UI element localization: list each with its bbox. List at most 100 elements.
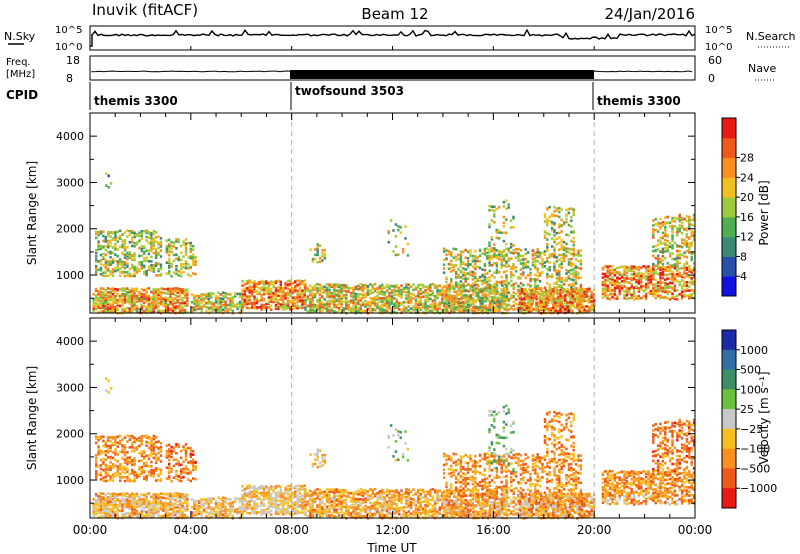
power-cell [246, 295, 249, 298]
power-cell [453, 310, 456, 314]
power-cell [309, 304, 312, 308]
power-cell [550, 301, 554, 305]
power-cell [328, 290, 331, 294]
power-cell [126, 229, 129, 232]
power-cell [323, 298, 326, 301]
power-cell [126, 294, 129, 297]
power-cell [145, 272, 148, 275]
power-cell [523, 290, 526, 293]
velocity-cell [147, 508, 151, 511]
power-cell [683, 263, 686, 266]
power-cell [321, 291, 324, 294]
power-cell [558, 223, 561, 226]
power-cell [126, 271, 129, 274]
power-cell [488, 225, 491, 229]
power-cell [469, 299, 473, 302]
power-cell [474, 272, 477, 275]
power-cell [528, 292, 531, 296]
velocity-cell [265, 507, 268, 511]
power-cell [296, 292, 299, 295]
power-cell [155, 264, 158, 268]
velocity-cell [178, 495, 182, 498]
power-cell [659, 278, 662, 282]
velocity-cell [274, 492, 278, 495]
power-cell [536, 284, 539, 288]
velocity-cell [296, 501, 299, 505]
power-cell [150, 260, 153, 263]
power-cell [483, 268, 487, 272]
power-cell [354, 287, 358, 291]
power-cell [445, 293, 448, 296]
velocity-cell [102, 514, 105, 518]
power-cell [354, 295, 358, 298]
power-cell [632, 290, 636, 294]
power-cell [279, 294, 282, 297]
power-cell [659, 276, 662, 279]
velocity-cell [147, 499, 151, 503]
power-cell [407, 309, 410, 312]
velocity-cell [193, 511, 196, 514]
power-cell [378, 305, 382, 308]
power-cell [692, 289, 696, 292]
power-cell [490, 208, 494, 212]
power-cell [476, 293, 479, 297]
power-cell [548, 205, 551, 209]
power-cell [152, 297, 155, 301]
power-cell [534, 266, 537, 270]
power-cell [181, 288, 184, 291]
power-cell [558, 236, 561, 239]
power-cell [476, 306, 479, 309]
velocity-cell [130, 512, 134, 515]
velocity-cell [150, 508, 153, 511]
power-cell [390, 295, 394, 298]
power-cell [378, 286, 382, 289]
power-cell [121, 233, 124, 236]
power-cell [178, 309, 182, 313]
power-cell [495, 249, 498, 252]
velocity-cell [234, 500, 237, 503]
power-cell [611, 276, 614, 279]
power-cell [560, 247, 563, 251]
velocity-cell [166, 494, 170, 498]
velocity-cell [118, 509, 122, 513]
power-cell [145, 269, 148, 273]
power-cell [417, 303, 420, 306]
velocity-cell [183, 513, 187, 517]
power-cell [325, 300, 329, 304]
power-cell [340, 290, 343, 293]
power-cell [690, 288, 693, 292]
velocity-cell [109, 503, 112, 507]
velocity-cell [154, 504, 158, 508]
velocity-cell [279, 502, 282, 505]
power-cell [323, 303, 326, 306]
power-cell [114, 242, 117, 246]
power-cell [625, 286, 629, 290]
power-cell [104, 262, 107, 266]
power-cell [272, 283, 275, 287]
power-cell [536, 248, 539, 251]
power-cell [512, 273, 515, 277]
power-cell [561, 305, 565, 309]
power-cell [429, 297, 432, 301]
power-cell [490, 219, 494, 222]
power-cell [469, 286, 472, 289]
power-cell [620, 276, 624, 279]
power-cell [474, 262, 477, 265]
power-cell [659, 294, 662, 297]
power-cell [123, 261, 127, 264]
power-cell [298, 282, 302, 285]
power-cell [175, 253, 178, 257]
power-cell [162, 302, 165, 306]
velocity-cell [246, 484, 249, 488]
power-cell [529, 284, 532, 288]
velocity-cell [171, 502, 175, 505]
power-cell [378, 289, 382, 292]
power-cell [325, 305, 329, 308]
power-cell [493, 254, 496, 257]
velocity-cell [258, 496, 261, 500]
power-cell [404, 225, 407, 228]
velocity-cell [154, 510, 158, 513]
power-cell [548, 219, 551, 223]
velocity-cell [272, 502, 275, 506]
